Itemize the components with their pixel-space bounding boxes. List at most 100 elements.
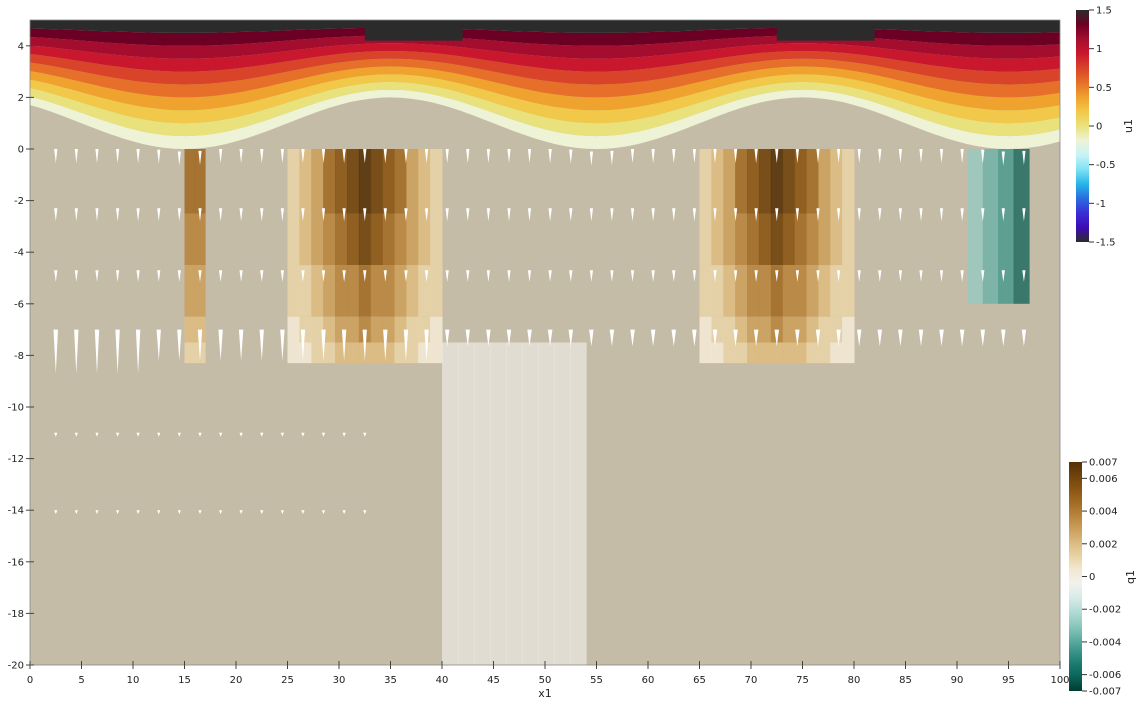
- water-cell: [747, 149, 760, 214]
- velocity-arrow: [960, 149, 964, 164]
- water-cell: [394, 342, 407, 364]
- water-cell: [358, 149, 372, 214]
- velocity-arrow: [692, 270, 696, 282]
- velocity-arrow: [363, 270, 367, 282]
- velocity-arrow: [404, 270, 408, 282]
- x-axis-title: x1: [538, 687, 552, 700]
- water-cell: [699, 213, 712, 266]
- water-cell: [346, 316, 360, 343]
- water-cell: [323, 265, 336, 317]
- velocity-arrow: [280, 208, 284, 222]
- water-cell: [299, 149, 312, 214]
- velocity-arrow: [239, 208, 243, 222]
- x-tick-label: 25: [281, 675, 294, 686]
- air-peak-patch: [364, 20, 463, 41]
- velocity-arrow: [383, 149, 387, 164]
- water-cell: [474, 342, 491, 665]
- velocity-arrow: [74, 510, 78, 515]
- velocity-arrow: [981, 270, 985, 282]
- water-cell: [723, 149, 736, 214]
- velocity-arrow: [527, 208, 532, 222]
- velocity-arrow: [836, 329, 841, 347]
- air-band: [30, 43, 1060, 72]
- velocity-arrow: [569, 270, 573, 282]
- velocity-arrow: [198, 208, 202, 222]
- velocity-arrow: [177, 151, 181, 166]
- velocity-arrow: [1001, 329, 1006, 347]
- colorbar-tick-label: -0.002: [1089, 605, 1121, 616]
- velocity-arrow: [898, 329, 903, 347]
- velocity-arrow: [507, 270, 511, 282]
- velocity-arrow: [424, 329, 429, 361]
- colorbar-tick-label: -1.5: [1096, 238, 1116, 249]
- velocity-arrow: [1022, 208, 1026, 222]
- velocity-arrow: [1001, 151, 1005, 166]
- water-cell: [758, 316, 772, 343]
- velocity-arrow: [74, 270, 78, 282]
- velocity-arrow: [837, 149, 841, 164]
- water-cell: [747, 213, 760, 266]
- velocity-arrow: [918, 329, 924, 347]
- velocity-arrow: [878, 149, 882, 164]
- velocity-arrow: [1001, 270, 1005, 282]
- velocity-arrow: [753, 329, 759, 347]
- velocity-arrow: [362, 329, 367, 361]
- water-cell: [723, 342, 736, 364]
- velocity-arrow: [569, 149, 573, 164]
- water-cell: [782, 265, 796, 317]
- velocity-arrow: [445, 208, 449, 222]
- air-band: [30, 35, 1060, 59]
- water-cell: [842, 149, 855, 214]
- colorbar-tick-label: 1.5: [1096, 6, 1112, 17]
- velocity-arrow: [548, 208, 552, 222]
- velocity-arrow: [878, 208, 882, 222]
- water-cell: [699, 316, 712, 343]
- air-band: [30, 81, 1060, 137]
- velocity-arrow: [342, 432, 346, 437]
- x-tick-label: 20: [230, 675, 243, 686]
- x-tick-label: 65: [693, 675, 706, 686]
- velocity-arrow: [1022, 270, 1026, 282]
- water-cell: [346, 149, 360, 214]
- velocity-arrow: [507, 208, 511, 222]
- y-tick-label: -8: [14, 351, 24, 362]
- water-cell: [335, 342, 348, 364]
- x-tick-label: 0: [27, 675, 33, 686]
- water-cell: [735, 149, 748, 214]
- water-cell: [370, 149, 384, 214]
- water-cell: [842, 213, 855, 266]
- water-cell: [830, 213, 843, 266]
- water-cell: [311, 213, 324, 266]
- colorbar-q1-ticks: 0.007 0.006 0.004 0.002 0 -0.002 -0.004 -0.006 -…: [1082, 458, 1121, 698]
- water-cell: [818, 265, 831, 317]
- y-tick-label: -16: [8, 557, 24, 568]
- water-cell: [711, 149, 724, 214]
- x-tick-label: 40: [436, 675, 449, 686]
- air-bands: [30, 20, 1060, 149]
- water-cell: [794, 213, 807, 266]
- water-cell: [287, 316, 300, 343]
- velocity-arrow: [260, 510, 264, 515]
- x-tick-label: 60: [642, 675, 655, 686]
- water-cell: [794, 149, 807, 214]
- water-cell: [346, 342, 360, 364]
- velocity-arrow: [650, 329, 656, 347]
- velocity-arrow: [301, 432, 305, 437]
- velocity-arrow: [754, 149, 758, 164]
- water-cell: [830, 342, 843, 364]
- velocity-arrow: [260, 149, 264, 164]
- velocity-arrow: [218, 329, 223, 361]
- velocity-arrow: [609, 329, 615, 347]
- velocity-arrow: [610, 150, 614, 166]
- velocity-arrow: [424, 208, 429, 222]
- velocity-arrow: [363, 208, 367, 222]
- y-tick-label: 0: [18, 145, 24, 156]
- velocity-arrow: [466, 270, 470, 282]
- velocity-arrow: [219, 149, 223, 164]
- water-cell: [782, 149, 796, 214]
- velocity-arrow: [548, 270, 552, 282]
- velocity-arrow: [713, 149, 717, 164]
- velocity-arrows: [53, 149, 1027, 515]
- water-cell: [570, 342, 587, 665]
- velocity-arrow: [939, 270, 944, 282]
